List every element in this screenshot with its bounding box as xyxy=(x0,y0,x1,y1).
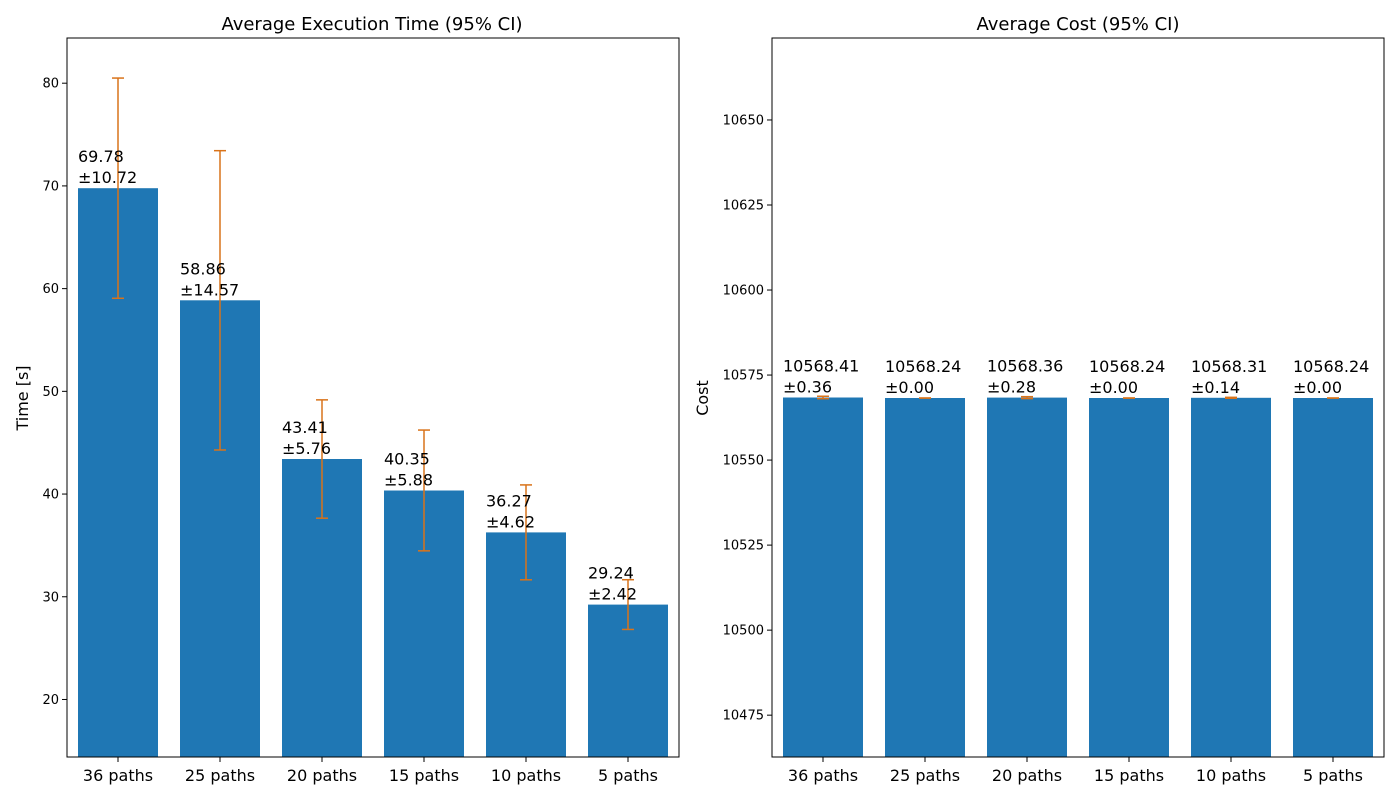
value-label: 10568.24 xyxy=(885,357,961,376)
value-label: 10568.41 xyxy=(783,357,859,376)
bar xyxy=(987,397,1067,757)
error-label: ±0.36 xyxy=(783,378,832,397)
y-tick-label: 30 xyxy=(42,590,59,605)
error-label: ±0.00 xyxy=(1089,378,1138,397)
x-tick-label: 25 paths xyxy=(185,766,255,785)
error-label: ±10.72 xyxy=(78,168,137,187)
value-label: 43.41 xyxy=(282,418,328,437)
y-tick-label: 10600 xyxy=(723,284,764,299)
error-label: ±5.76 xyxy=(282,439,331,458)
bar xyxy=(1293,398,1373,757)
x-tick-label: 10 paths xyxy=(491,766,561,785)
error-bar xyxy=(520,484,532,581)
plot-area: 10568.41 ±0.36 10568.24 ±0.00 10568.36 ±0.28 1… xyxy=(723,37,1385,785)
value-label: 29.24 xyxy=(588,564,634,583)
plot-area: 69.78 ±10.72 58.86 ±14.57 43.41 ±5.76 40.35 ±5.… xyxy=(42,37,680,785)
value-label: 10568.24 xyxy=(1089,357,1165,376)
error-bar xyxy=(112,77,124,300)
cost-chart: Average Cost (95% CI) Cost 10568.41 ±0.36… xyxy=(693,14,1385,785)
y-tick-label: 40 xyxy=(42,488,59,503)
x-tick-label: 36 paths xyxy=(788,766,858,785)
error-label: ±0.28 xyxy=(987,378,1036,397)
value-label: 10568.24 xyxy=(1293,357,1369,376)
y-tick-label: 10575 xyxy=(723,369,764,384)
bar xyxy=(1191,397,1271,757)
x-tick-label: 5 paths xyxy=(598,766,658,785)
error-bar xyxy=(622,578,634,631)
plot-frame xyxy=(66,37,680,758)
error-label: ±14.57 xyxy=(180,280,239,299)
value-label: 36.27 xyxy=(486,491,532,510)
error-label: ±4.62 xyxy=(486,512,535,531)
x-tick-label: 10 paths xyxy=(1196,766,1266,785)
x-tick-label: 25 paths xyxy=(890,766,960,785)
x-tick-label: 20 paths xyxy=(992,766,1062,785)
error-bar xyxy=(316,399,328,519)
y-axis-label: Time [s] xyxy=(13,365,32,431)
y-tick-label: 70 xyxy=(42,179,59,194)
y-tick-label: 10500 xyxy=(723,624,764,639)
chart-title: Average Cost (95% CI) xyxy=(976,14,1179,35)
bar xyxy=(1089,398,1169,757)
bar xyxy=(783,397,863,757)
error-bar xyxy=(817,395,829,400)
x-tick-label: 20 paths xyxy=(287,766,357,785)
x-tick-label: 5 paths xyxy=(1303,766,1363,785)
x-tick-label: 36 paths xyxy=(83,766,153,785)
value-label: 69.78 xyxy=(78,147,124,166)
y-tick-label: 50 xyxy=(42,385,59,400)
value-label: 40.35 xyxy=(384,450,430,469)
execution-time-chart: Average Execution Time (95% CI) Time [s]… xyxy=(13,14,680,785)
error-label: ±0.14 xyxy=(1191,378,1240,397)
error-bar xyxy=(1021,395,1033,400)
y-tick-label: 10650 xyxy=(723,114,764,129)
error-label: ±2.42 xyxy=(588,585,637,604)
y-tick-label: 60 xyxy=(42,282,59,297)
error-label: ±0.00 xyxy=(1293,378,1342,397)
y-tick-label: 80 xyxy=(42,77,59,92)
plot-frame xyxy=(771,37,1385,758)
x-tick-label: 15 paths xyxy=(1094,766,1164,785)
y-axis-label: Cost xyxy=(693,380,712,416)
y-tick-label: 10525 xyxy=(723,539,764,554)
error-bar xyxy=(418,429,430,552)
y-tick-label: 10550 xyxy=(723,454,764,469)
y-tick-label: 10475 xyxy=(723,709,764,724)
error-label: ±0.00 xyxy=(885,378,934,397)
y-tick-label: 10625 xyxy=(723,199,764,214)
value-label: 58.86 xyxy=(180,259,226,278)
value-label: 10568.36 xyxy=(987,357,1063,376)
bar xyxy=(885,398,965,757)
error-label: ±5.88 xyxy=(384,471,433,490)
x-tick-label: 15 paths xyxy=(389,766,459,785)
value-label: 10568.31 xyxy=(1191,357,1267,376)
error-bar xyxy=(1225,396,1237,400)
y-tick-label: 20 xyxy=(42,693,59,708)
chart-title: Average Execution Time (95% CI) xyxy=(221,14,522,35)
error-bar xyxy=(214,149,226,451)
